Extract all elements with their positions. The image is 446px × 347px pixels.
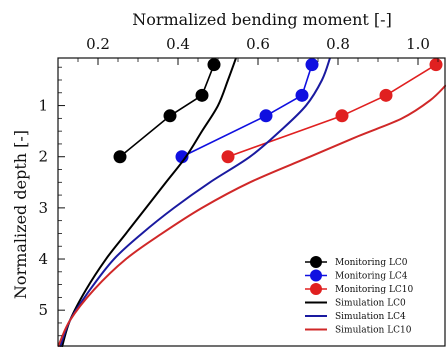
- simulation-lc10-line: [58, 84, 446, 347]
- x-tick-label: 0.4: [166, 35, 190, 53]
- monitoring-lc10-line: [227, 63, 437, 158]
- series-layer: [58, 58, 446, 347]
- x-tick-label: 1.0: [406, 35, 430, 53]
- monitoring-lc4-point-3: [259, 109, 273, 123]
- monitoring-lc10-point-2: [379, 88, 393, 102]
- monitoring-lc4-point-2: [295, 88, 309, 102]
- tick-layer: 0.2 0.4 0.6 0.8 1.0 1 2 3 4 5: [38, 35, 439, 337]
- y-tick-label: 5: [38, 301, 48, 319]
- monitoring-lc10-point-3: [335, 109, 349, 123]
- monitoring-lc0-legend-label: Monitoring LC0: [335, 258, 408, 268]
- x-tick-label: 0.2: [86, 35, 110, 53]
- monitoring-lc10-point-1: [429, 58, 443, 72]
- monitoring-lc0-legend-marker: [310, 256, 322, 268]
- simulation-lc0-line: [61, 58, 237, 347]
- simulation-lc4-legend-label: Simulation LC4: [335, 312, 406, 322]
- legend: Monitoring LC0 Monitoring LC4 Monitoring L…: [305, 256, 414, 336]
- y-tick-label: 4: [38, 250, 48, 268]
- plot-frame: [57, 57, 446, 347]
- monitoring-lc0-point-4: [113, 150, 127, 164]
- monitoring-lc4-point-4: [175, 150, 189, 164]
- y-axis-title: Normalized depth [-]: [11, 130, 30, 299]
- monitoring-lc0-point-2: [195, 88, 209, 102]
- y-tick-label: 3: [38, 199, 48, 217]
- monitoring-lc0-point-1: [207, 58, 221, 72]
- monitoring-lc0-line: [119, 64, 215, 158]
- monitoring-lc4-legend-marker: [310, 269, 322, 282]
- x-axis-title: Normalized bending moment [-]: [132, 10, 392, 29]
- monitoring-lc10-legend-marker: [310, 283, 322, 295]
- monitoring-lc0-point-3: [163, 109, 177, 123]
- monitoring-lc4-legend-label: Monitoring LC4: [335, 272, 408, 282]
- monitoring-lc10-point-4: [221, 150, 235, 164]
- x-tick-label: 0.8: [326, 35, 350, 53]
- simulation-lc0-legend-label: Simulation LC0: [335, 299, 406, 309]
- simulation-lc10-legend-label: Simulation LC10: [335, 326, 412, 336]
- monitoring-lc4-line: [181, 64, 313, 158]
- y-tick-label: 2: [38, 148, 48, 166]
- monitoring-lc10-legend-label: Monitoring LC10: [335, 285, 414, 295]
- x-tick-label: 0.6: [246, 35, 270, 53]
- y-tick-label: 1: [38, 97, 48, 115]
- simulation-lc4-line: [59, 58, 331, 347]
- monitoring-lc4-point-1: [305, 58, 319, 72]
